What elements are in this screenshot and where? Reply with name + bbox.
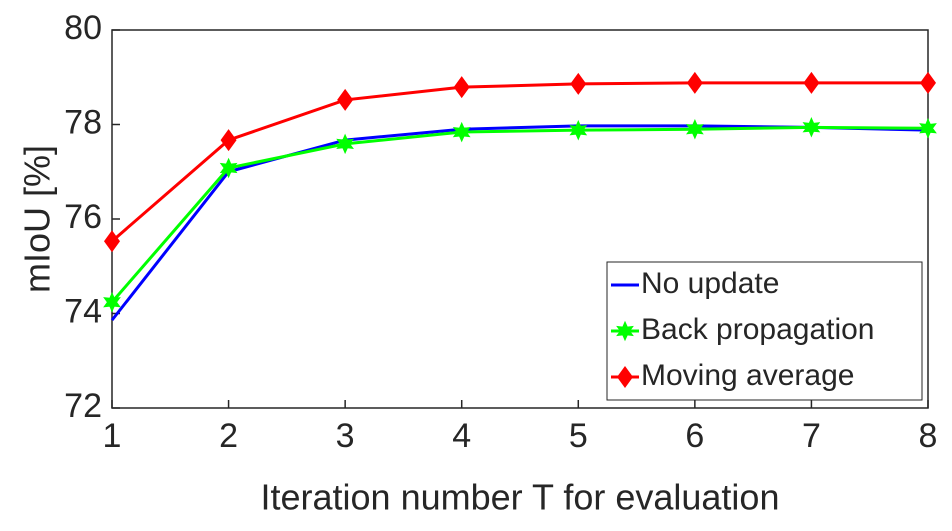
diamond-marker <box>570 72 587 95</box>
star-marker <box>452 121 471 143</box>
x-tick-label: 7 <box>802 417 821 455</box>
x-tick-label: 5 <box>569 417 588 455</box>
x-tick-label: 1 <box>103 417 122 455</box>
diamond-marker <box>686 71 703 94</box>
star-marker <box>103 291 121 313</box>
x-tick-label: 2 <box>219 417 238 455</box>
legend-label: Back propagation <box>641 313 875 346</box>
diamond-marker <box>617 366 633 388</box>
y-tick-label: 74 <box>64 292 102 330</box>
legend-label: No update <box>641 267 779 300</box>
x-tick-label: 8 <box>919 417 938 455</box>
x-tick-label: 4 <box>452 417 471 455</box>
diamond-marker <box>337 88 354 111</box>
star-marker <box>919 118 937 139</box>
y-tick-label: 78 <box>64 103 102 141</box>
diamond-marker <box>803 71 820 94</box>
legend-box <box>606 261 923 401</box>
y-tick-label: 72 <box>64 387 102 425</box>
x-axis-label: Iteration number T for evaluation <box>261 477 780 518</box>
star-marker <box>219 157 238 179</box>
diamond-marker <box>220 129 237 152</box>
star-marker <box>569 119 588 141</box>
star-marker <box>802 117 821 138</box>
x-tick-label: 3 <box>336 417 355 455</box>
x-tick-label: 6 <box>685 417 704 455</box>
series-line <box>111 81 928 243</box>
star-marker <box>616 320 634 342</box>
y-tick-label: 76 <box>64 198 102 236</box>
y-tick-label: 80 <box>64 9 102 47</box>
star-marker <box>336 133 354 155</box>
legend-label: Moving average <box>641 359 854 392</box>
y-axis-label: mIoU [%] <box>17 145 58 293</box>
star-marker <box>686 118 704 140</box>
series-line <box>110 125 929 304</box>
diamond-marker <box>453 76 470 99</box>
diamond-marker <box>920 71 936 94</box>
diamond-marker <box>104 230 120 253</box>
